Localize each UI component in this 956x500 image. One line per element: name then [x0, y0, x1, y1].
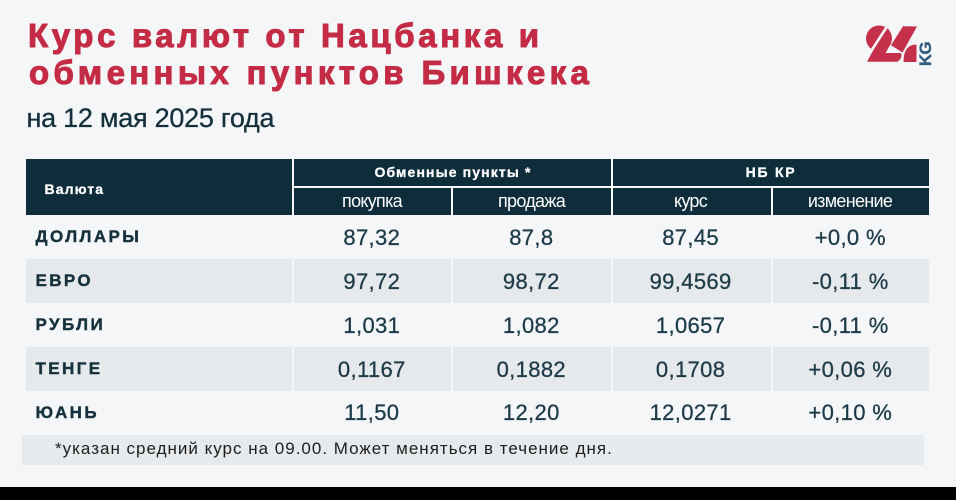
svg-text:KG: KG: [916, 42, 935, 66]
